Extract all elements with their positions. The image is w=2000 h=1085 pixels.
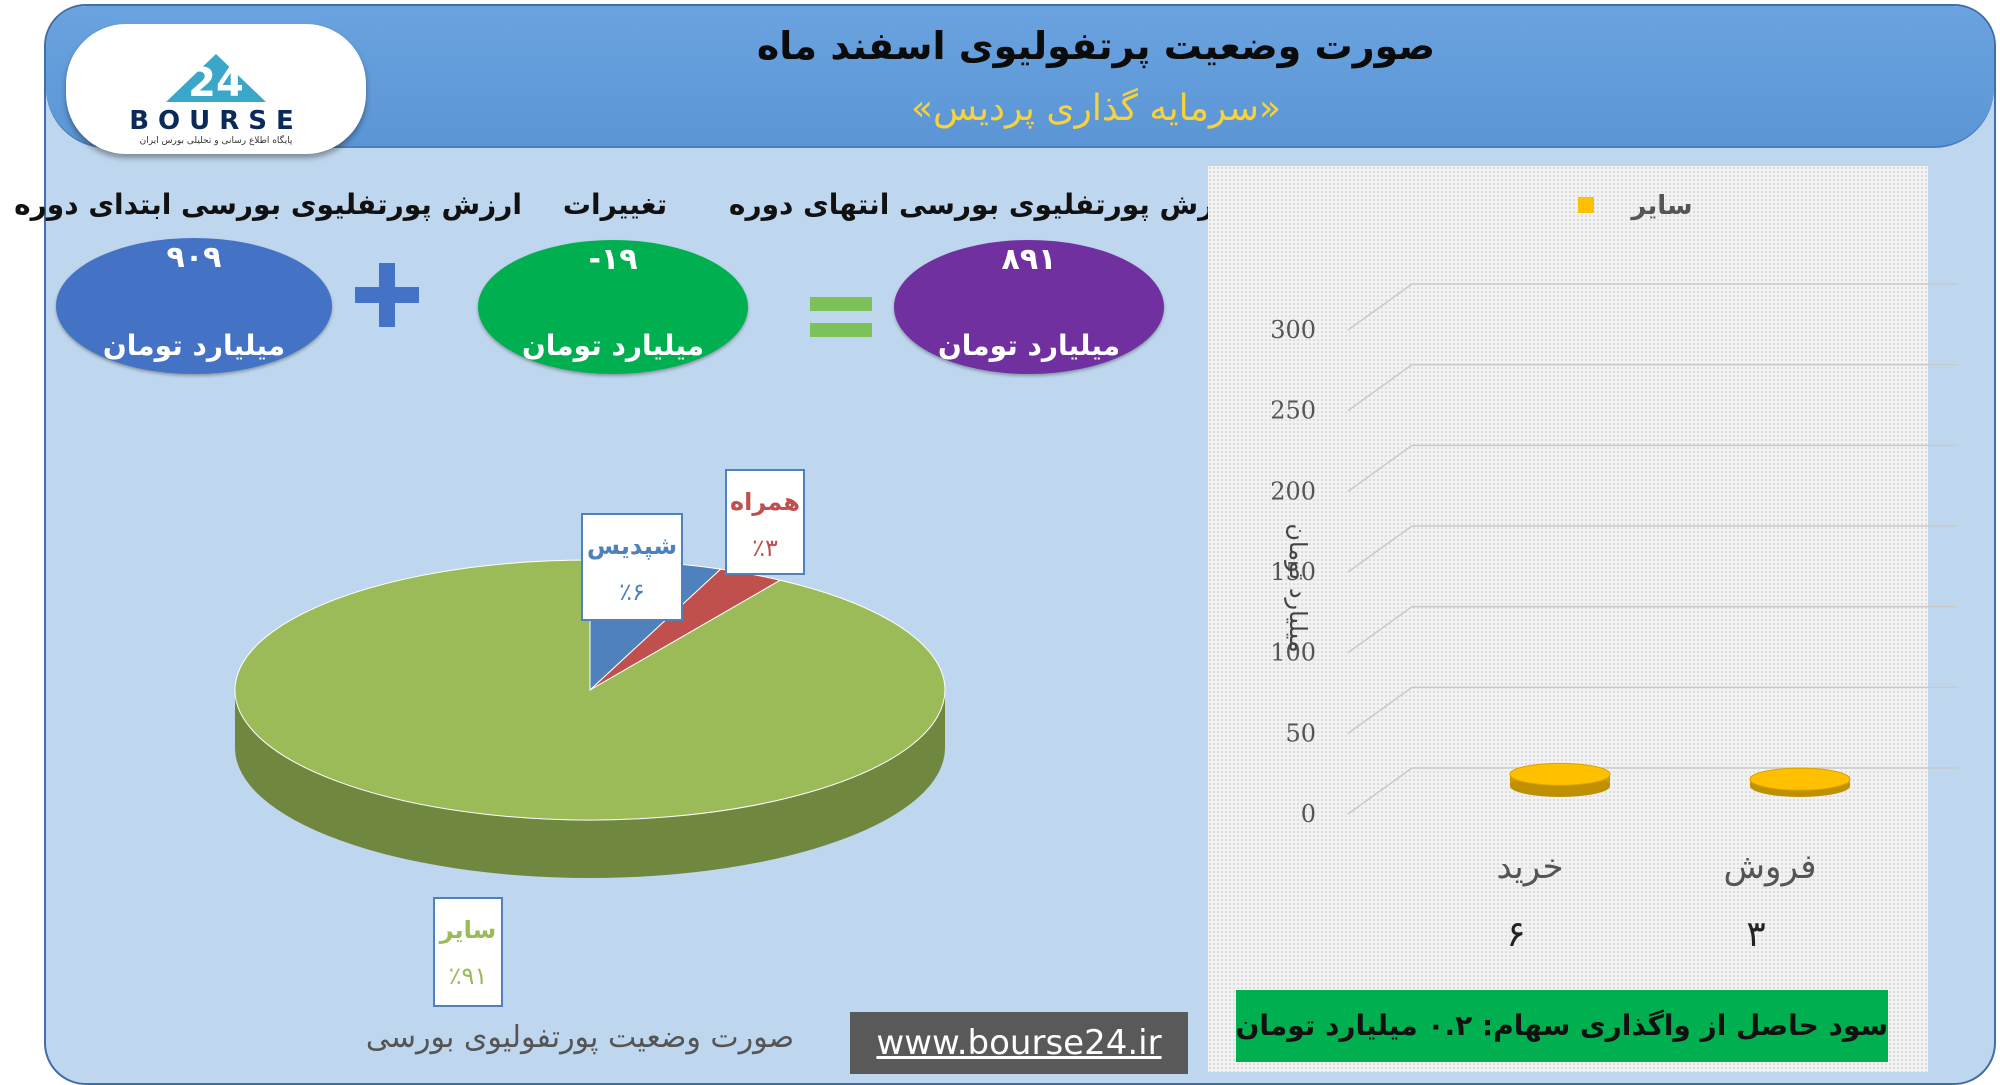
start-value-unit: میلیارد تومان [102, 329, 286, 362]
x-category-label: خرید [1496, 847, 1563, 887]
bar-value-label: ۶ [1506, 914, 1525, 955]
logo-number: 24 [188, 60, 244, 106]
end-value: ۸۹۱ [1001, 242, 1057, 277]
change-label: تغییرات [562, 188, 668, 221]
start-value-oval: ۹۰۹ میلیارد تومان [56, 238, 332, 374]
y-axis-title: میلیارد تومان [1284, 523, 1312, 652]
y-tick-label: 100 [1270, 639, 1316, 667]
gridline-diag [1347, 525, 1413, 573]
pie-label-name: شپدیس [587, 532, 677, 560]
bar-chart: 0 50 100 150 200 250 300 میلیارد تومان سایر خرید ۶… [1270, 191, 1958, 955]
profit-banner: سود حاصل از واگذاری سهام: ۰.۲ میلیارد تو… [1235, 990, 1888, 1062]
gridline-diag [1347, 444, 1413, 492]
pie-label-box [433, 897, 503, 1007]
logo-mark-icon: 24 [166, 54, 266, 106]
y-tick-label: 50 [1285, 719, 1316, 747]
plus-icon [352, 252, 422, 342]
bar-value-label: ۳ [1746, 914, 1765, 955]
bar-chart-panel [1208, 166, 1928, 1072]
pie-label-value: ٪۳ [752, 534, 778, 562]
pie-label-box [725, 469, 805, 575]
gridline-diag [1347, 606, 1413, 654]
pie-side-0 [235, 690, 945, 878]
pie-label-box [581, 513, 683, 621]
pie-label-name: سایر [439, 916, 497, 944]
pie-side [235, 690, 945, 878]
legend-label: سایر [1629, 191, 1692, 221]
x-category-label: فروش [1724, 847, 1817, 887]
pie-label-2: همراه ٪۳ [725, 469, 805, 575]
start-value-label: ارزش پورتفلیوی بورسی ابتدای دوره [14, 188, 522, 221]
y-tick-label: 300 [1270, 316, 1316, 344]
page-subtitle: «سرمایه گذاری پردیس» [911, 88, 1281, 129]
start-value: ۹۰۹ [166, 240, 222, 275]
page-title: صورت وضعیت پرتفولیوی اسفند ماه [756, 24, 1436, 68]
bar-1 [1749, 767, 1851, 791]
pie-label-value: ٪۶ [619, 578, 645, 606]
y-tick-label: 150 [1270, 558, 1316, 586]
y-tick-label: 250 [1270, 397, 1316, 425]
y-tick-label: 0 [1301, 800, 1316, 828]
end-value-unit: میلیارد تومان [937, 329, 1121, 362]
website-link[interactable]: www.bourse24.ir [850, 1012, 1188, 1074]
gridline-diag [1347, 686, 1413, 734]
pie-label-name: همراه [730, 488, 800, 516]
bourse24-logo: 24 BOURSE پایگاه اطلاع رسانی و تحلیلی بو… [66, 24, 366, 154]
pie-label-0: سایر ٪۹۱ [433, 897, 503, 1007]
change-value-unit: میلیارد تومان [521, 329, 705, 362]
pie-label-value: ٪۹۱ [449, 962, 488, 990]
equals-icon [806, 270, 876, 340]
y-tick-label: 200 [1270, 477, 1316, 505]
gridline-diag [1347, 364, 1413, 412]
change-value: -۱۹ [588, 242, 638, 277]
pie-label-1: شپدیس ٪۶ [581, 513, 683, 621]
legend-swatch [1578, 197, 1594, 213]
bar-0 [1509, 762, 1611, 786]
end-value-oval: ۸۹۱ میلیارد تومان [894, 240, 1164, 374]
logo-tagline: پایگاه اطلاع رسانی و تحلیلی بورس ایران [139, 136, 293, 146]
logo-text: BOURSE [129, 106, 303, 136]
end-value-label: ارزش پورتفلیوی بورسی انتهای دوره [728, 188, 1240, 221]
header-bar: صورت وضعیت پرتفولیوی اسفند ماه «سرمایه گ… [46, 6, 1994, 148]
gridline-diag [1347, 283, 1413, 331]
pie-slice-0 [234, 559, 946, 821]
gridline-diag [1347, 767, 1413, 815]
pie-caption: صورت وضعیت پورتفولیوی بورسی [365, 1020, 795, 1055]
change-value-oval: -۱۹ میلیارد تومان [478, 240, 748, 374]
